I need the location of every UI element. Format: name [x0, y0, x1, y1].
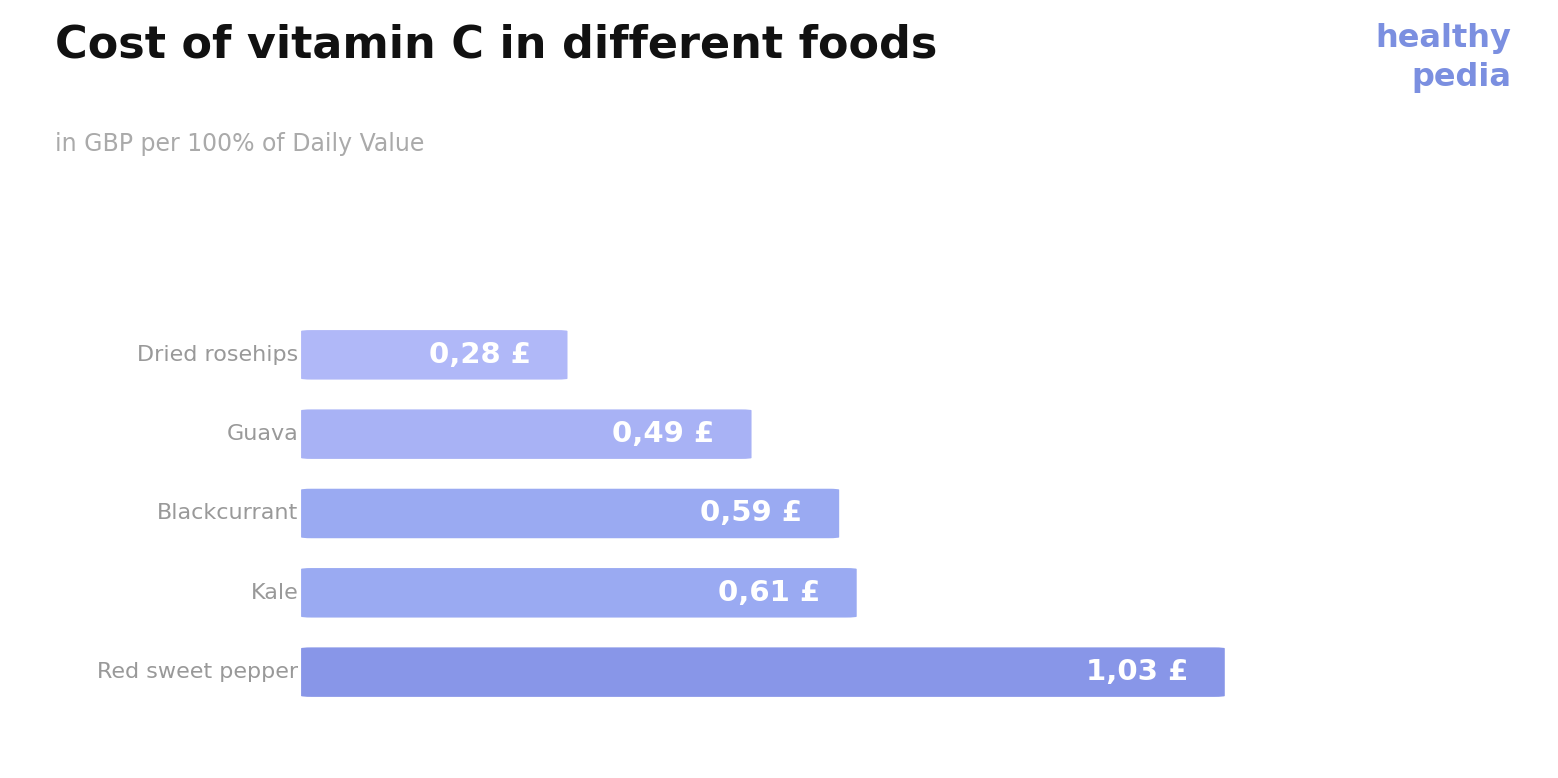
FancyBboxPatch shape	[301, 568, 857, 618]
Text: Kale: Kale	[251, 583, 299, 603]
Text: 0,28 £: 0,28 £	[428, 341, 531, 369]
FancyBboxPatch shape	[301, 409, 751, 459]
Text: Blackcurrant: Blackcurrant	[157, 503, 299, 524]
FancyBboxPatch shape	[301, 330, 567, 380]
Text: 0,49 £: 0,49 £	[612, 420, 715, 448]
Text: 1,03 £: 1,03 £	[1086, 658, 1187, 686]
Text: Guava: Guava	[227, 424, 299, 444]
FancyBboxPatch shape	[301, 489, 840, 538]
Text: 0,61 £: 0,61 £	[718, 579, 820, 607]
Text: Red sweet pepper: Red sweet pepper	[97, 662, 299, 682]
Text: in GBP per 100% of Daily Value: in GBP per 100% of Daily Value	[55, 132, 424, 156]
Text: Cost of vitamin C in different foods: Cost of vitamin C in different foods	[55, 23, 936, 66]
Text: Dried rosehips: Dried rosehips	[137, 345, 299, 365]
Text: 0,59 £: 0,59 £	[700, 499, 802, 527]
FancyBboxPatch shape	[301, 647, 1225, 697]
Text: healthy
pedia: healthy pedia	[1376, 23, 1511, 93]
